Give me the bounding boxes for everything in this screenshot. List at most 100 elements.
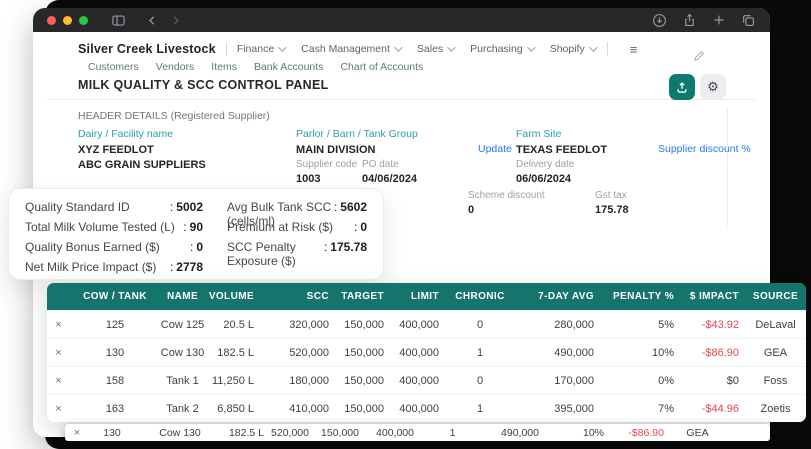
nav-menu-label: Cash Management: [301, 43, 390, 55]
field-supplier-code: Supplier code 1003: [296, 159, 357, 187]
close-window-button[interactable]: [47, 15, 56, 25]
back-button-icon[interactable]: [146, 14, 159, 27]
cell-avg7: 280,000: [554, 318, 594, 331]
ghost-cell-name: Cow 130: [159, 426, 201, 439]
cell-avg7: 170,000: [554, 374, 594, 387]
edit-icon[interactable]: [693, 49, 705, 62]
row-remove-button[interactable]: ×: [55, 346, 62, 359]
share-icon[interactable]: [682, 13, 697, 28]
stat-label: Quality Bonus Earned ($): [25, 240, 160, 254]
cell-impact: $0: [726, 374, 739, 387]
stat-colon: :: [169, 260, 174, 274]
cell-avg7: 395,000: [554, 402, 594, 415]
scheme-discount-value: 0: [468, 204, 475, 216]
subnav-link-customers[interactable]: Customers: [88, 61, 139, 73]
cell-id: 163: [105, 402, 125, 415]
subnav-link-chart-of-accounts[interactable]: Chart of Accounts: [340, 61, 424, 73]
new-tab-icon[interactable]: [712, 13, 726, 27]
cell-chronic: 1: [476, 402, 484, 415]
nav-menu-label: Purchasing: [470, 43, 523, 55]
brand-name: Silver Creek Livestock: [78, 42, 216, 56]
stat-label: Quality Standard ID: [25, 200, 130, 214]
row-remove-button[interactable]: ×: [55, 318, 62, 331]
column-header-penalty: PENALTY %: [612, 291, 674, 302]
cell-volume: 11,250 L: [211, 374, 254, 387]
nav-menu-purchasing[interactable]: Purchasing: [470, 43, 536, 55]
cell-chronic: 1: [476, 346, 484, 359]
nav-menu-shopify[interactable]: Shopify: [550, 43, 598, 55]
po-date-label: PO date: [362, 159, 399, 170]
field-po-date: PO date 04/06/2024: [362, 159, 417, 187]
stat-row: Quality Standard ID:5002: [25, 200, 203, 220]
nav-menu-label: Sales: [416, 43, 444, 55]
column-header-cow-tank: COW / TANK: [83, 291, 147, 302]
table-row: × 163 Tank 2 6,850 L 410,000 150,000 400,000 1 3…: [47, 394, 806, 422]
nav-menu-cash-management[interactable]: Cash Management: [301, 43, 403, 55]
subnav-link-vendors[interactable]: Vendors: [155, 61, 195, 73]
delivery-date-value: 06/06/2024: [516, 173, 572, 185]
ghost-cell-avg7: 490,000: [501, 426, 539, 439]
nav-divider: [606, 42, 608, 56]
tab-overview-icon[interactable]: [741, 13, 756, 28]
column-header-volume: VOLUME: [208, 291, 254, 302]
nav-divider: [225, 42, 227, 56]
parlor-value: MAIN DIVISION: [296, 144, 376, 156]
sidebar-toggle-icon[interactable]: [111, 13, 126, 28]
column-header-limit: LIMIT: [410, 291, 439, 302]
stat-row: Total Milk Volume Tested (L):90: [25, 220, 203, 240]
ghost-cell-limit: 400,000: [376, 426, 414, 439]
gst-tax-value: 175.78: [595, 204, 629, 216]
stat-colon: :: [183, 220, 187, 234]
scc-table-card: COW / TANK NAME VOLUME SCC TARGET LIMIT CHRONI…: [47, 283, 806, 422]
minimize-window-button[interactable]: [63, 15, 72, 25]
column-header-7-day-avg: 7-DAY AVG: [538, 291, 594, 302]
cell-id: 130: [105, 346, 125, 359]
cell-impact: -$43.92: [701, 318, 739, 331]
hamburger-menu-icon[interactable]: ≡: [629, 41, 638, 57]
header-divider: [727, 108, 728, 226]
farm-site-value: TEXAS FEEDLOT: [516, 144, 608, 156]
subnav-link-items[interactable]: Items: [211, 61, 237, 73]
table-row: × 158 Tank 1 11,250 L 180,000 150,000 400,000 0…: [47, 366, 806, 394]
nav-menu-sales[interactable]: Sales: [416, 43, 456, 55]
stat-colon: :: [169, 200, 174, 214]
page-actions: ⚙: [669, 74, 726, 100]
row-remove-button[interactable]: ×: [55, 374, 62, 387]
cell-name: Cow 130: [160, 346, 205, 359]
zoom-window-button[interactable]: [79, 15, 88, 25]
row-remove-button[interactable]: ×: [55, 402, 62, 415]
cell-impact: -$44.96: [701, 402, 739, 415]
stat-value: 175.78: [330, 240, 367, 254]
chevron-down-icon: [447, 43, 456, 52]
table-row: × 130 Cow 130 182.5 L 520,000 150,000 400,000 1…: [47, 338, 806, 366]
update-link[interactable]: Update: [478, 143, 512, 155]
ghost-cell-penalty: 10%: [582, 426, 604, 439]
ghost-cell-scc: 520,000: [271, 426, 309, 439]
stat-value: 5002: [176, 200, 203, 214]
chevron-down-icon: [278, 43, 287, 52]
gst-tax-label: Gst tax: [595, 190, 627, 201]
cell-volume: 6,850 L: [217, 402, 254, 415]
cell-impact: -$86.90: [701, 346, 739, 359]
cell-avg7: 490,000: [554, 346, 594, 359]
stat-label: Net Milk Price Impact ($): [25, 260, 157, 274]
column-header-target: TARGET: [341, 291, 384, 302]
nav-menu-finance[interactable]: Finance: [237, 43, 287, 55]
subnav-link-bank-accounts[interactable]: Bank Accounts: [253, 61, 324, 73]
cell-scc: 180,000: [289, 374, 329, 387]
cell-source: GEA: [763, 346, 788, 359]
app-navbar: Silver Creek Livestock Finance Cash Manag…: [78, 39, 760, 59]
cell-target: 150,000: [344, 318, 384, 331]
downloads-icon[interactable]: [652, 13, 667, 28]
supplier-discount-link[interactable]: Supplier discount %: [658, 143, 751, 155]
drag-ghost-row[interactable]: × 130 Cow 130 182.5 L 520,000 150,000 400,000 1…: [65, 424, 770, 441]
settings-gear-button[interactable]: ⚙: [700, 74, 726, 100]
page-title: MILK QUALITY & SCC CONTROL PANEL: [78, 78, 329, 92]
stats-left: Quality Standard ID:5002 Total Milk Volum…: [25, 200, 203, 279]
stat-colon: :: [323, 240, 328, 254]
export-upload-button[interactable]: [669, 74, 695, 100]
ghost-cell-id: 130: [103, 426, 121, 439]
delivery-date-label: Delivery date: [516, 159, 575, 170]
cell-limit: 400,000: [399, 402, 439, 415]
cell-volume: 20.5 L: [223, 318, 254, 331]
